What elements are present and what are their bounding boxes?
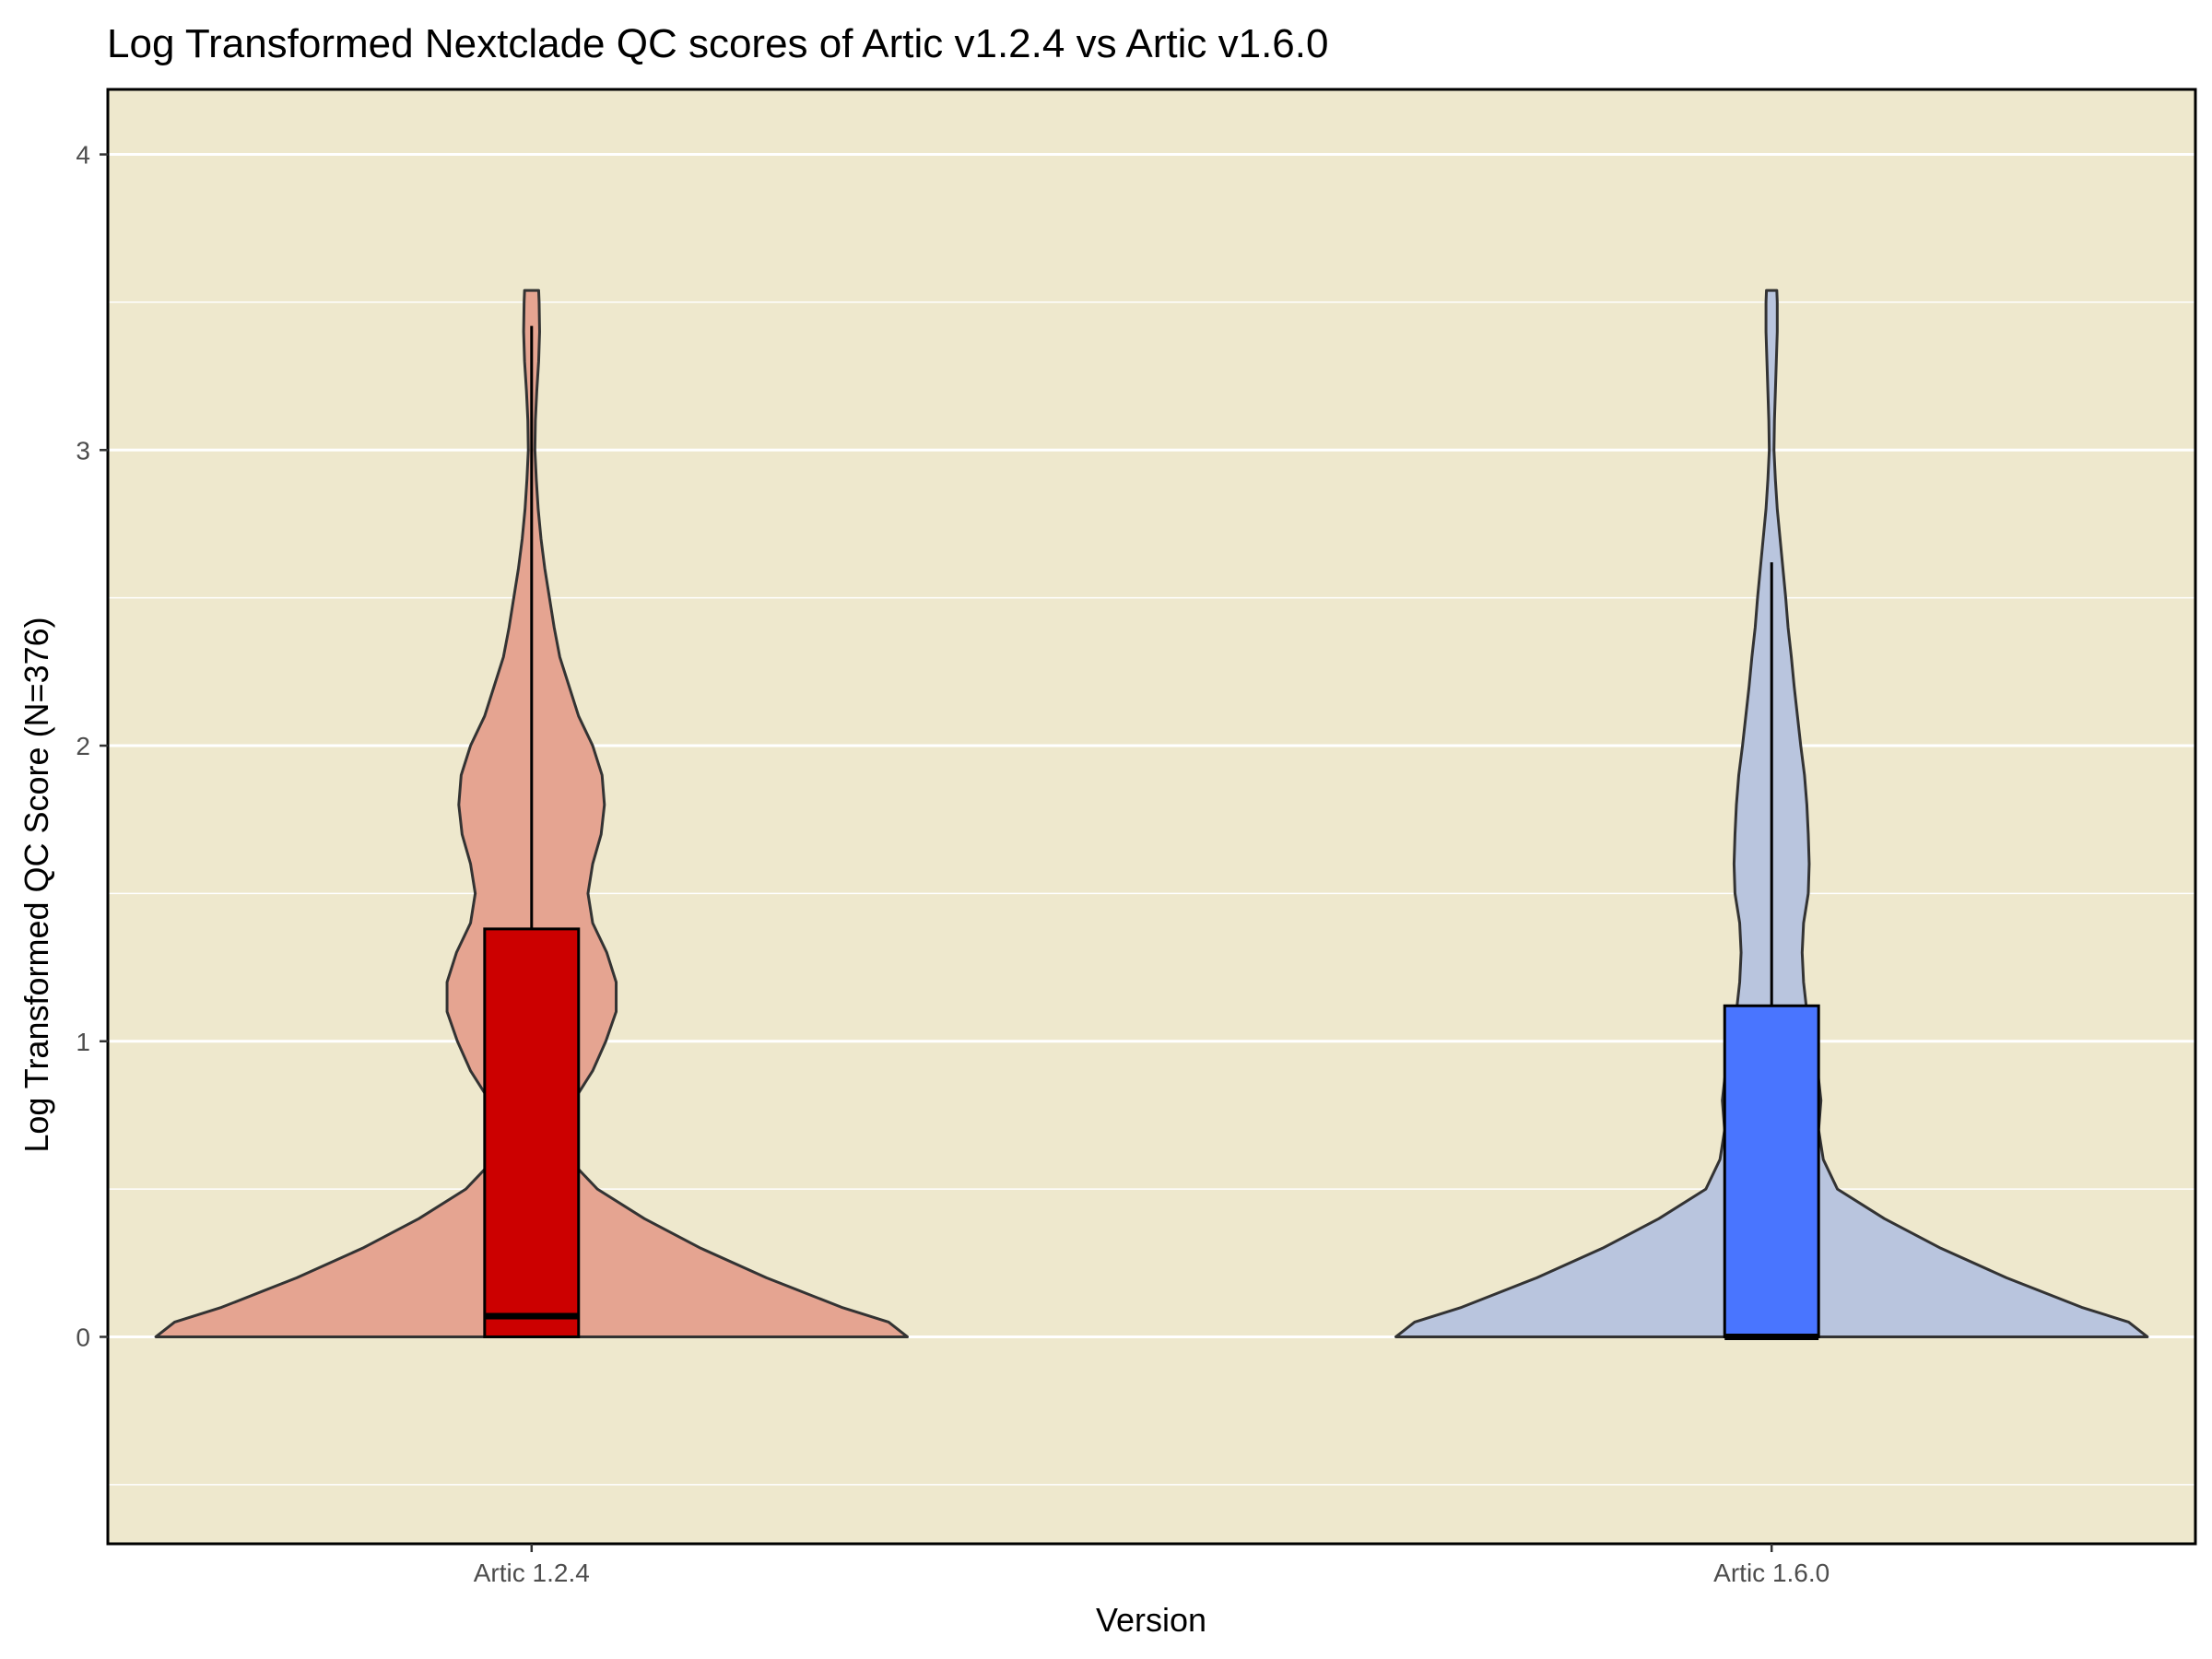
chart-title: Log Transformed Nextclade QC scores of A… [107, 21, 1328, 66]
gridlines [108, 153, 2195, 1486]
violin-group-1 [154, 288, 909, 1338]
y-tick-label: 4 [76, 141, 90, 170]
y-tick-label: 2 [76, 732, 90, 760]
violin-group-2 [1394, 288, 2149, 1340]
y-axis-title: Log Transformed QC Score (N=376) [18, 617, 55, 1152]
violins [154, 288, 2149, 1340]
x-tick-label: Artic 1.2.4 [474, 1559, 590, 1587]
y-tick-label: 1 [76, 1028, 90, 1056]
box-iqr [1723, 1004, 1820, 1338]
y-tick-label: 0 [76, 1323, 90, 1351]
box-iqr [483, 927, 581, 1338]
axes: 0 1 2 3 4 Artic 1.2.4 Artic 1.6.0 [76, 141, 1830, 1587]
x-tick-label: Artic 1.6.0 [1713, 1559, 1830, 1587]
y-tick-label: 3 [76, 436, 90, 465]
x-axis-title: Version [1096, 1601, 1206, 1639]
plot-panel-border [106, 88, 2197, 1546]
